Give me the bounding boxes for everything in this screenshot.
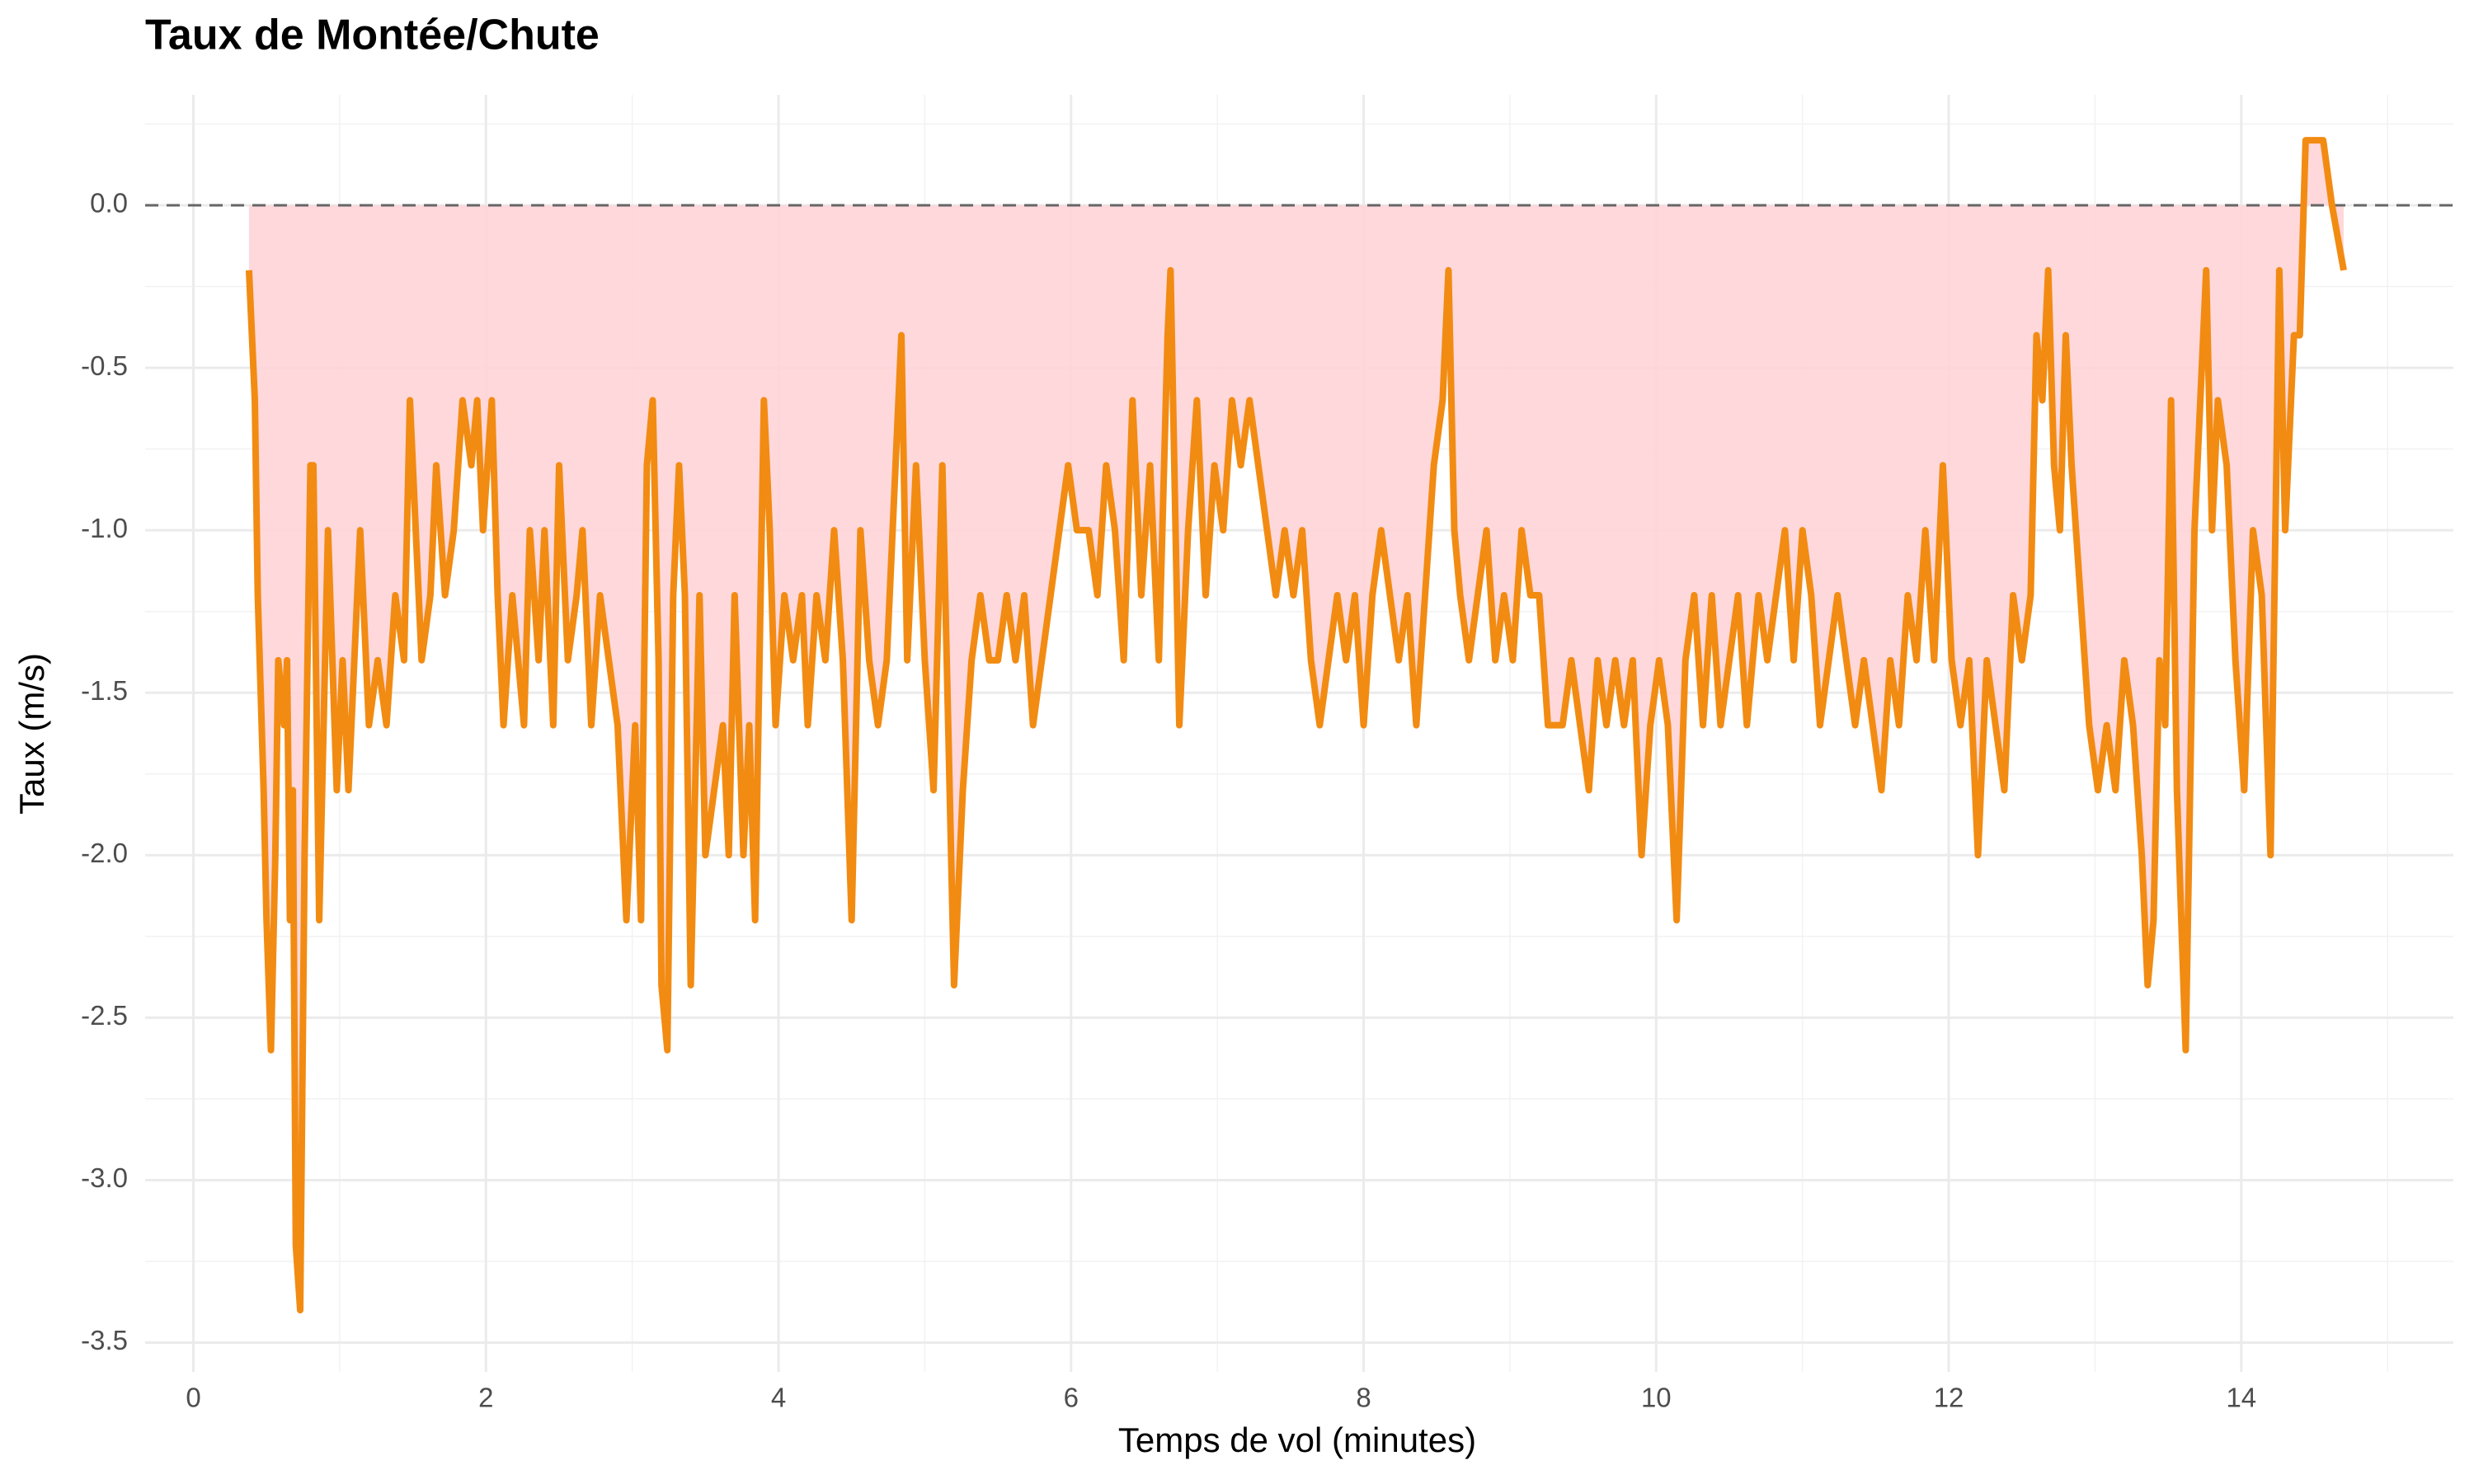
y-tick-label: -3.5	[81, 1325, 128, 1355]
line	[245, 137, 2347, 1314]
y-tick-label: -1.0	[81, 513, 128, 543]
x-tick-label: 4	[771, 1383, 786, 1413]
y-tick-label: -3.0	[81, 1162, 128, 1193]
x-tick-label: 8	[1356, 1383, 1371, 1413]
x-tick-label: 14	[2226, 1383, 2256, 1413]
y-tick-label: -2.5	[81, 1000, 128, 1031]
x-tick-label: 6	[1064, 1383, 1079, 1413]
x-tick-label: 10	[1641, 1383, 1672, 1413]
y-tick-label: -2.0	[81, 838, 128, 868]
y-axis-title: Taux (m/s)	[12, 653, 51, 815]
x-tick-label: 2	[478, 1383, 493, 1413]
x-tick-label: 0	[186, 1383, 200, 1413]
chart-title: Taux de Montée/Chute	[145, 12, 600, 59]
y-tick-label: 0.0	[90, 188, 128, 218]
x-axis-title: Temps de vol (minutes)	[1118, 1421, 1476, 1459]
y-tick-label: -1.5	[81, 675, 128, 706]
y-tick-label: -0.5	[81, 350, 128, 381]
x-tick-label: 12	[1934, 1383, 1964, 1413]
plot	[145, 137, 2453, 1314]
area	[248, 140, 2344, 1311]
